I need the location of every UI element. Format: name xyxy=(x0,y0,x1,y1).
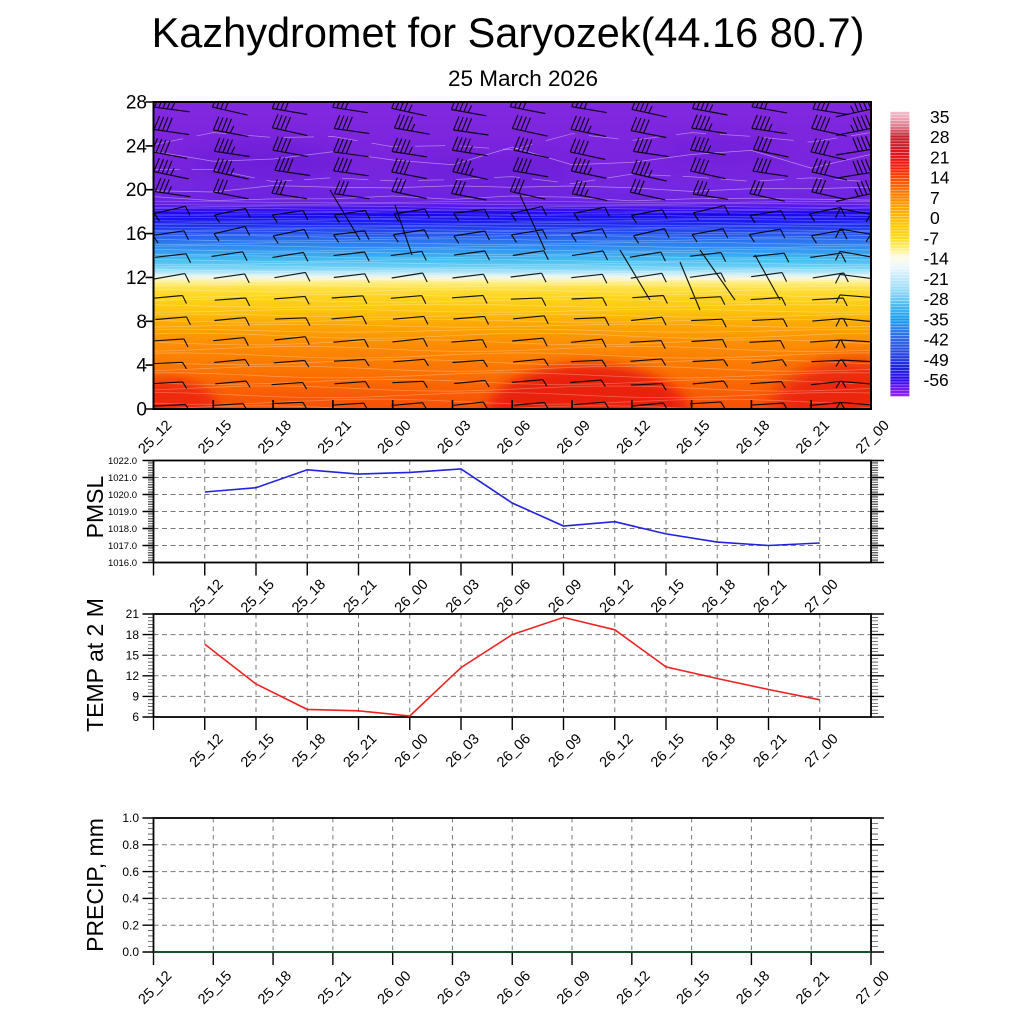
svg-text:14: 14 xyxy=(930,168,950,188)
svg-text:Kazhydromet for Saryozek(44.16: Kazhydromet for Saryozek(44.16 80.7) xyxy=(152,9,865,56)
svg-text:21: 21 xyxy=(930,147,949,167)
svg-text:-14: -14 xyxy=(924,249,950,269)
svg-text:-56: -56 xyxy=(924,370,949,390)
svg-text:7: 7 xyxy=(930,188,940,208)
svg-text:-28: -28 xyxy=(924,289,949,309)
svg-text:16: 16 xyxy=(126,224,147,245)
svg-text:-7: -7 xyxy=(924,228,940,248)
svg-text:18: 18 xyxy=(126,628,140,642)
svg-text:PRECIP, mm: PRECIP, mm xyxy=(82,818,108,952)
svg-text:35: 35 xyxy=(930,107,949,127)
svg-text:12: 12 xyxy=(126,268,147,289)
svg-text:8: 8 xyxy=(136,312,147,333)
svg-text:1018.0: 1018.0 xyxy=(108,524,137,535)
svg-text:0.4: 0.4 xyxy=(122,892,139,906)
svg-text:15: 15 xyxy=(126,648,140,662)
svg-text:1019.0: 1019.0 xyxy=(108,507,137,518)
svg-text:-49: -49 xyxy=(924,350,949,370)
svg-text:-42: -42 xyxy=(924,330,949,350)
svg-text:4: 4 xyxy=(136,356,147,377)
svg-text:1016.0: 1016.0 xyxy=(108,558,137,569)
svg-text:21: 21 xyxy=(126,607,140,621)
svg-text:-21: -21 xyxy=(924,269,949,289)
svg-text:20: 20 xyxy=(126,180,147,201)
svg-text:25 March 2026: 25 March 2026 xyxy=(448,66,598,91)
svg-text:0.6: 0.6 xyxy=(122,865,139,879)
svg-text:28: 28 xyxy=(930,127,949,147)
svg-text:24: 24 xyxy=(126,136,148,157)
svg-text:1017.0: 1017.0 xyxy=(108,541,137,552)
svg-text:-35: -35 xyxy=(924,309,949,329)
svg-text:1.0: 1.0 xyxy=(122,811,139,825)
svg-text:0: 0 xyxy=(136,400,147,421)
svg-text:0: 0 xyxy=(930,208,940,228)
svg-text:TEMP at 2 M: TEMP at 2 M xyxy=(82,598,108,732)
svg-text:1021.0: 1021.0 xyxy=(108,473,137,484)
svg-text:0.2: 0.2 xyxy=(122,918,139,932)
svg-text:0.0: 0.0 xyxy=(122,945,139,959)
svg-text:1022.0: 1022.0 xyxy=(108,456,137,467)
svg-text:PMSL: PMSL xyxy=(82,475,108,538)
svg-text:9: 9 xyxy=(132,690,139,704)
svg-text:6: 6 xyxy=(132,710,139,724)
svg-text:28: 28 xyxy=(126,93,147,114)
svg-text:0.8: 0.8 xyxy=(122,838,139,852)
svg-text:1020.0: 1020.0 xyxy=(108,490,137,501)
svg-text:12: 12 xyxy=(126,669,140,683)
